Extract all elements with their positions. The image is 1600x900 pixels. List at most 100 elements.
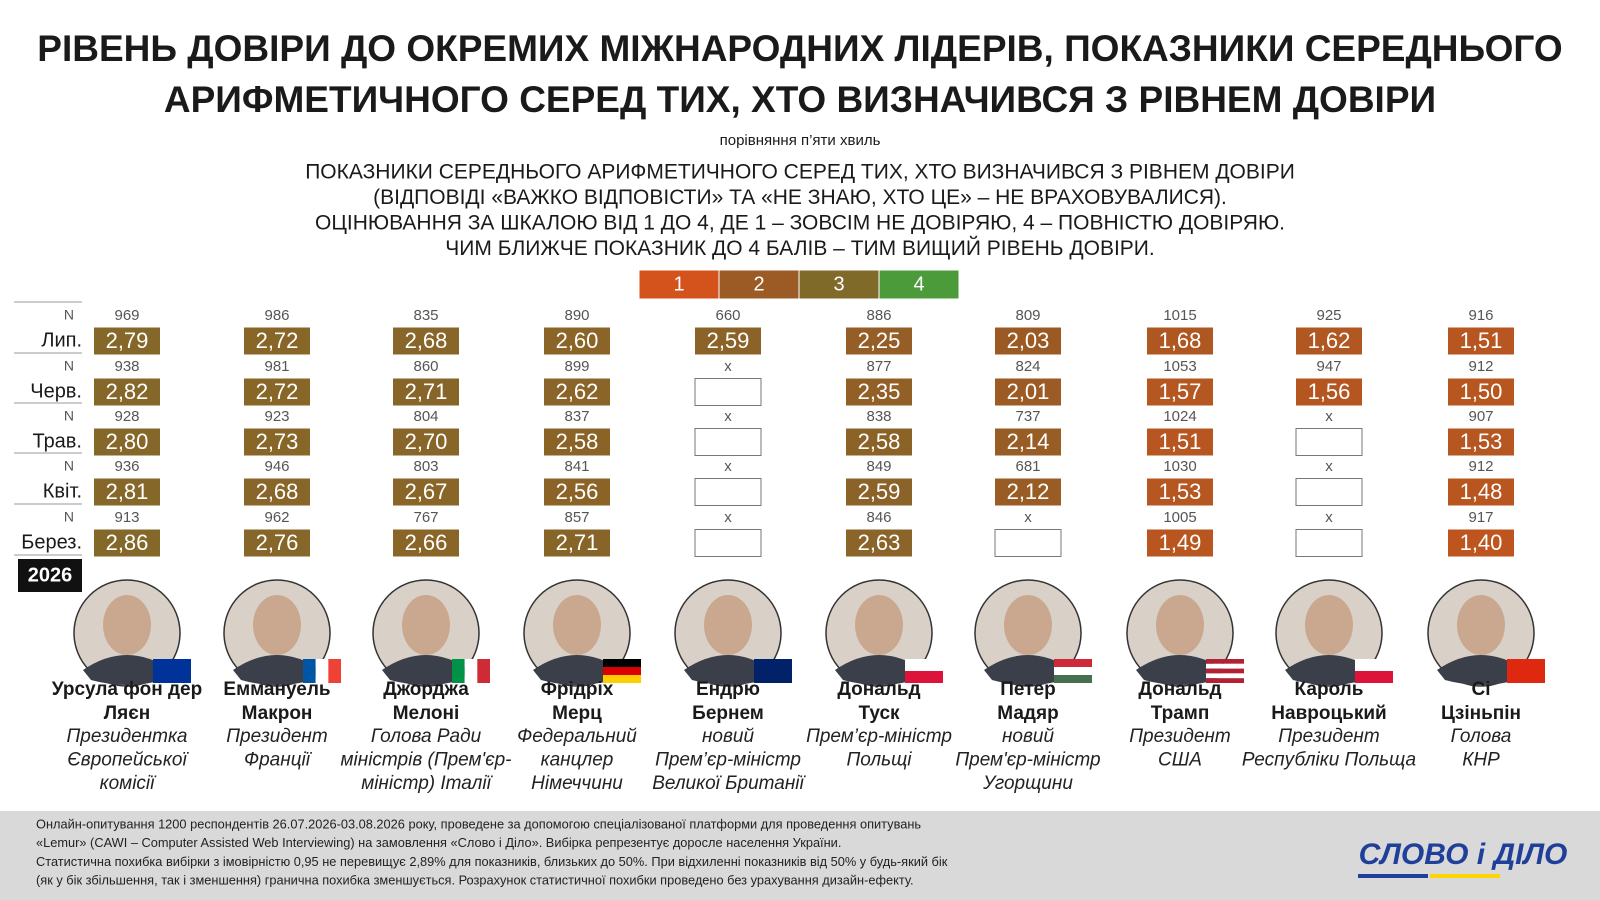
photo-face — [253, 595, 301, 655]
flag-stripe — [1054, 659, 1092, 667]
footer-note: (як у бік збільшення, так і зменшення) г… — [36, 872, 914, 887]
empty-cell — [694, 428, 762, 456]
value-cell — [544, 478, 610, 506]
empty-cell — [694, 478, 762, 506]
leader-role: Голова Ради — [371, 726, 482, 747]
trust-value: 2,25 — [858, 328, 901, 353]
trust-value: 2,71 — [405, 379, 448, 404]
photo-body — [83, 655, 171, 685]
empty-cell — [1295, 529, 1363, 557]
leader-role: Польщі — [846, 750, 912, 771]
value-cell — [94, 378, 160, 406]
sample-size: 890 — [564, 307, 589, 324]
month-label: Квіт. — [43, 480, 82, 502]
flag-stripe — [1355, 671, 1393, 683]
photo-body — [533, 655, 621, 685]
scale-box — [878, 269, 960, 300]
flag-stripe — [603, 667, 641, 675]
photo-face — [855, 595, 903, 655]
leader-name: Фрідріх — [541, 679, 614, 700]
sample-size: x — [724, 509, 732, 526]
sample-size: 857 — [564, 509, 589, 526]
sample-size: 962 — [264, 509, 289, 526]
trust-value: 1,40 — [1460, 530, 1503, 555]
value-cell — [393, 378, 459, 406]
photo-body — [382, 655, 470, 685]
value-cell — [1147, 428, 1213, 456]
leader-name: Мерц — [552, 703, 602, 724]
empty-cell — [994, 529, 1062, 557]
leader-role: Прем’єр-міністр — [806, 726, 952, 747]
month-label: Трав. — [32, 430, 82, 452]
leader-role: США — [1158, 750, 1202, 771]
photo-face — [1004, 595, 1052, 655]
leader-name: Ендрю — [696, 679, 760, 700]
flag-stripe — [1054, 667, 1092, 675]
sample-size: 804 — [413, 408, 438, 425]
leader-role: Великої Британії — [652, 773, 806, 794]
sample-size: x — [724, 358, 732, 375]
sample-size: 923 — [264, 408, 289, 425]
empty-cell — [694, 378, 762, 406]
trust-value: 2,12 — [1007, 479, 1050, 504]
photo-face — [1156, 595, 1204, 655]
description: ОЦІНЮВАННЯ ЗА ШКАЛОЮ ВІД 1 ДО 4, ДЕ 1 – … — [315, 212, 1285, 235]
logo-bar — [1358, 874, 1428, 878]
value-cell — [1147, 529, 1213, 557]
trust-value: 2,58 — [858, 429, 901, 454]
scale-label: 3 — [833, 273, 844, 295]
flag-stripe — [1507, 659, 1545, 683]
n-label: N — [64, 358, 74, 374]
trust-value: 2,03 — [1007, 328, 1050, 353]
photo-body — [1437, 655, 1525, 685]
month-label: Берез. — [21, 531, 82, 553]
sample-size: x — [1325, 458, 1333, 475]
trust-value: 1,50 — [1460, 379, 1503, 404]
description: ЧИМ БЛИЖЧЕ ПОКАЗНИК ДО 4 БАЛІВ – ТИМ ВИЩ… — [445, 236, 1154, 260]
value-cell — [1296, 327, 1362, 355]
sample-size: 660 — [715, 307, 740, 324]
logo: СЛОВО і ДІЛО — [1359, 838, 1568, 871]
photo-face — [1305, 595, 1353, 655]
trust-value: 2,70 — [405, 429, 448, 454]
value-cell — [1147, 327, 1213, 355]
sample-size: x — [724, 458, 732, 475]
value-cell — [846, 378, 912, 406]
leader-role: Німеччини — [531, 773, 623, 794]
leader-name: Макрон — [242, 703, 313, 724]
n-label: N — [64, 509, 74, 525]
leader-name: Мадяр — [997, 703, 1058, 724]
sample-size: 981 — [264, 358, 289, 375]
trust-value: 2,79 — [106, 328, 149, 353]
sample-size: x — [1024, 509, 1032, 526]
sample-size: 1015 — [1163, 307, 1196, 324]
flag-stripe — [905, 671, 943, 683]
leader-role: новий — [702, 726, 755, 747]
value-cell — [995, 327, 1061, 355]
value-cell — [846, 478, 912, 506]
trust-value: 1,62 — [1308, 328, 1351, 353]
value-cell — [1296, 378, 1362, 406]
leader-name: Навроцький — [1271, 703, 1386, 724]
leader-role: міністр) Італії — [361, 773, 493, 794]
trust-value: 2,72 — [256, 379, 299, 404]
flag-stripe — [1206, 659, 1244, 664]
sample-size: 767 — [413, 509, 438, 526]
photo-face — [553, 595, 601, 655]
flag-stripe — [1206, 663, 1244, 669]
n-label: N — [64, 307, 74, 323]
value-cell — [995, 428, 1061, 456]
scale-box — [718, 269, 800, 300]
leader-name: Дональд — [837, 679, 920, 700]
title: РІВЕНЬ ДОВІРИ ДО ОКРЕМИХ МІЖНАРОДНИХ ЛІД… — [37, 28, 1562, 69]
sample-size: 803 — [413, 458, 438, 475]
trust-value: 2,66 — [405, 530, 448, 555]
trust-value: 2,01 — [1007, 379, 1050, 404]
leader-role: канцлер — [541, 750, 614, 771]
trust-value: 2,68 — [256, 479, 299, 504]
leader-role: Європейської — [67, 750, 189, 771]
sample-size: 912 — [1468, 458, 1493, 475]
value-cell — [244, 327, 310, 355]
sample-size: 837 — [564, 408, 589, 425]
value-cell — [995, 378, 1061, 406]
